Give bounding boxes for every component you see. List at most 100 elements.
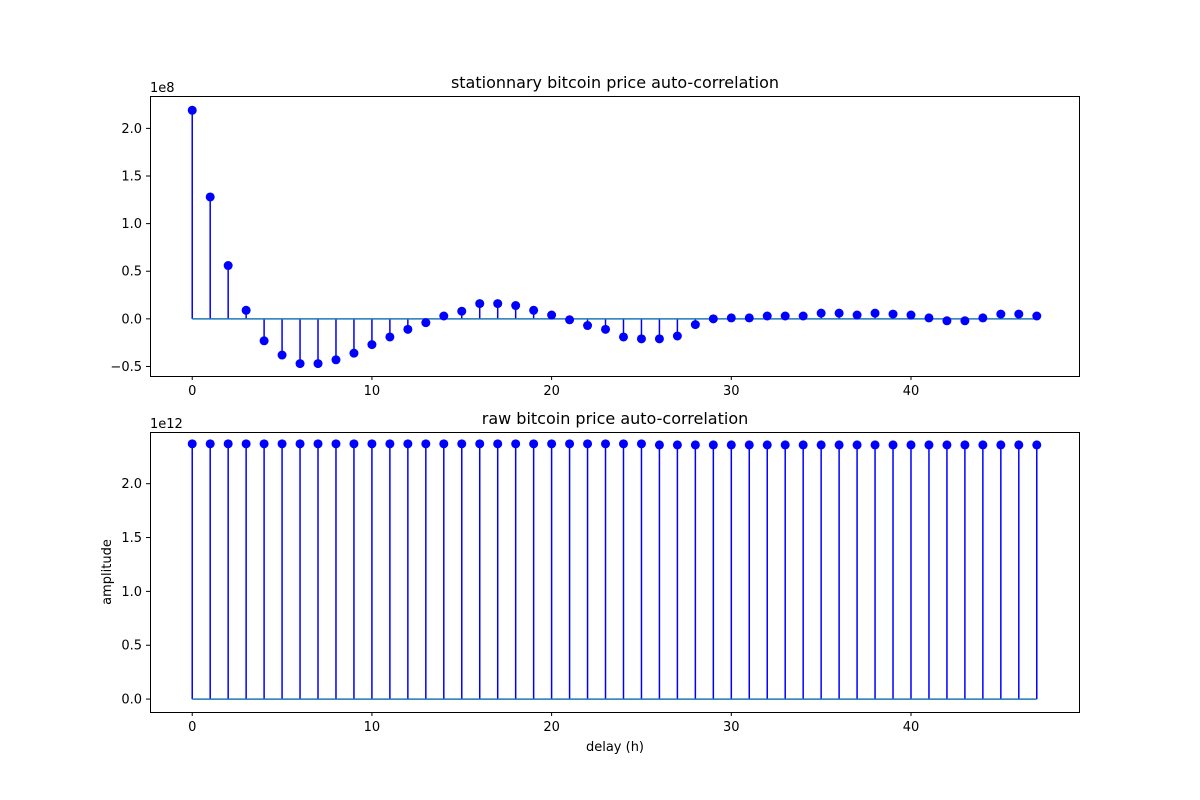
stem-marker	[834, 440, 844, 450]
stem-marker	[924, 440, 934, 450]
y-tick-label: 2.0	[121, 122, 142, 137]
stem-marker	[331, 355, 341, 365]
stem-marker	[1032, 440, 1042, 450]
stem-marker	[924, 313, 934, 323]
stem-marker	[367, 439, 377, 449]
stem-marker	[601, 439, 611, 449]
y-tick-label: 1.5	[121, 170, 142, 185]
x-tick-label: 10	[364, 720, 381, 735]
stem-marker	[529, 439, 539, 449]
stem-marker	[870, 308, 880, 318]
stem-marker	[780, 440, 790, 450]
stem-marker	[690, 440, 700, 450]
stem-marker	[529, 305, 539, 315]
stem-marker	[690, 320, 700, 330]
stem-marker	[744, 440, 754, 450]
stem-marker	[834, 308, 844, 318]
stem-marker	[439, 439, 449, 449]
stem-marker	[439, 311, 449, 321]
stem-marker	[241, 305, 251, 315]
stem-marker	[223, 261, 233, 271]
stem-marker	[996, 440, 1006, 450]
stem-marker	[547, 310, 557, 320]
stem-marker	[708, 314, 718, 324]
stem-marker	[259, 439, 269, 449]
stem-marker	[762, 440, 772, 450]
stem-marker	[421, 318, 431, 328]
stem-marker	[672, 440, 682, 450]
stem-marker	[385, 439, 395, 449]
stem-marker	[295, 359, 305, 369]
stem-marker	[205, 439, 215, 449]
stem-marker	[205, 192, 215, 202]
stem-marker	[493, 299, 503, 309]
stem-marker	[672, 331, 682, 341]
stem-marker	[852, 310, 862, 320]
stem-marker	[457, 306, 467, 316]
y-tick-label: 0.5	[121, 265, 142, 280]
stem-marker	[259, 336, 269, 346]
stem-marker	[511, 301, 521, 311]
stem-marker	[583, 439, 593, 449]
stem-marker	[295, 439, 305, 449]
y-offset-label: 1e8	[150, 81, 175, 96]
stem-marker	[888, 309, 898, 319]
stem-marker	[798, 311, 808, 321]
stem-marker	[583, 321, 593, 331]
stem-marker	[942, 440, 952, 450]
stem-marker	[942, 316, 952, 326]
stem-marker	[1014, 309, 1024, 319]
stem-marker	[403, 439, 413, 449]
stem-marker	[349, 348, 359, 358]
stem-marker	[565, 315, 575, 325]
stem-marker	[654, 440, 664, 450]
y-tick-label: 0.0	[121, 312, 142, 327]
y-axis-label: amplitude	[100, 539, 115, 605]
x-tick-label: 0	[188, 384, 196, 399]
x-tick-label: 30	[723, 384, 740, 399]
stem-marker	[816, 308, 826, 318]
y-tick-label: 1.0	[121, 217, 142, 232]
x-tick-label: 20	[543, 720, 560, 735]
stem-marker	[475, 299, 485, 309]
stem-marker	[277, 350, 287, 360]
stem-marker	[367, 340, 377, 350]
stem-marker	[744, 313, 754, 323]
stem-marker	[852, 440, 862, 450]
stem-marker	[978, 440, 988, 450]
stem-marker	[906, 440, 916, 450]
stem-marker	[636, 439, 646, 449]
stem-marker	[816, 440, 826, 450]
stem-marker	[960, 440, 970, 450]
subplot-raw: raw bitcoin price auto-correlation 1e12 …	[100, 409, 1080, 755]
stem-marker	[798, 440, 808, 450]
y-tick-label: 1.0	[121, 585, 142, 600]
stem-marker	[888, 440, 898, 450]
x-axis-label: delay (h)	[586, 740, 644, 755]
stem-marker	[978, 313, 988, 323]
stem-marker	[708, 440, 718, 450]
y-offset-label: 1e12	[150, 417, 183, 432]
stem-marker	[313, 359, 323, 369]
x-tick-label: 20	[543, 384, 560, 399]
y-tick-label: 0.0	[121, 693, 142, 708]
stem-marker	[726, 313, 736, 323]
stem-marker	[349, 439, 359, 449]
plot-area: 0 10 20 30 40 −0.5 0.0 0.5 1.0 1.5 2.0	[110, 105, 1042, 399]
stem-marker	[223, 439, 233, 449]
stem-marker	[996, 309, 1006, 319]
stem-marker	[241, 439, 251, 449]
stem-marker	[403, 324, 413, 334]
axes-frame	[150, 432, 1080, 713]
y-tick-label: 0.5	[121, 639, 142, 654]
chart-title: stationnary bitcoin price auto-correlati…	[451, 73, 779, 92]
stem-marker	[565, 439, 575, 449]
axes-frame	[150, 96, 1080, 377]
stem-marker	[618, 332, 628, 342]
stem-marker	[385, 332, 395, 342]
y-tick-label: 2.0	[121, 477, 142, 492]
plot-area: 0 10 20 30 40 0.0 0.5 1.0 1.5 2.0	[121, 439, 1042, 735]
stem-marker	[313, 439, 323, 449]
stem-marker	[1032, 311, 1042, 321]
